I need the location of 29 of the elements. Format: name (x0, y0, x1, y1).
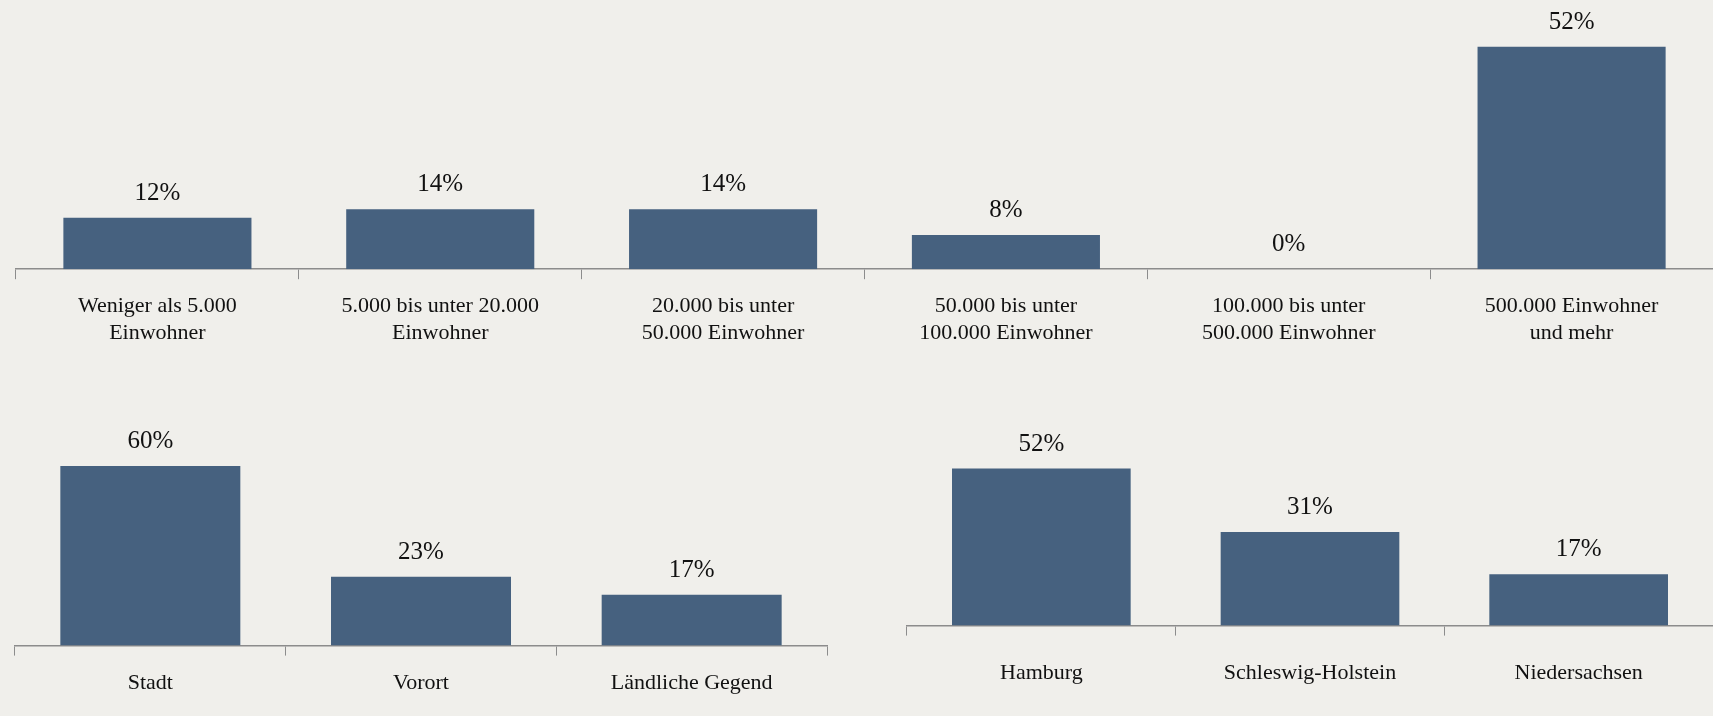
x-tick-label: Hamburg (999, 658, 1083, 684)
x-tick-label: Vorort (393, 668, 449, 694)
data-label: 8% (989, 195, 1023, 223)
data-label: 52% (1018, 428, 1065, 456)
data-label: 14% (700, 169, 746, 197)
x-tick-label: 5.000 bis unter 20.000 Einwohner (341, 292, 539, 344)
x-tick-label: 20.000 bis unter 50.000 Einwohner (641, 292, 806, 344)
x-tick-label: Stadt (127, 668, 173, 694)
bar (63, 217, 252, 270)
data-label: 17% (1555, 534, 1602, 562)
data-label: 31% (1287, 492, 1333, 520)
data-label: 52% (1548, 6, 1595, 34)
data-label: 14% (417, 169, 464, 197)
x-tick-label: 100.000 bis unter 500.000 Einwohner (1201, 292, 1377, 344)
x-tick-label: Weniger als 5.000 Einwohner (77, 292, 237, 344)
bar (629, 209, 818, 270)
bar (911, 234, 1100, 270)
data-label: 17% (668, 554, 715, 582)
x-tick-label: Ländliche Gegend (610, 668, 773, 694)
data-label: 0% (1272, 229, 1306, 257)
x-tick-label: Schleswig-Holstein (1223, 658, 1397, 684)
x-tick-label: Niedersachsen (1514, 658, 1643, 684)
bar (346, 209, 535, 270)
x-tick-label: 50.000 bis unter 100.000 Einwohner (919, 292, 1094, 344)
data-label: 23% (398, 536, 444, 564)
data-label: 60% (127, 426, 174, 454)
data-label: 12% (134, 177, 181, 205)
bar (1477, 46, 1666, 270)
x-tick-label: 500.000 Einwohner und mehr (1484, 292, 1660, 344)
